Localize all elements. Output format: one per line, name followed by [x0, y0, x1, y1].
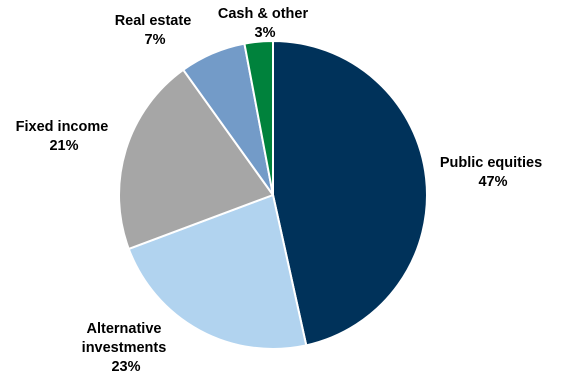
slice-label-fixed-income: Fixed income 21%: [16, 119, 113, 154]
slice-label-public-equities: Public equities 47%: [440, 155, 546, 190]
slice-label-cash-other: Cash & other 3%: [218, 6, 312, 41]
pie-slice-fixed-income: [118, 68, 274, 250]
pie-slice-alternative-investments: [127, 194, 308, 350]
slice-label-alternative-investments: Alternative investments 23%: [82, 321, 171, 374]
pie-slices: [118, 39, 428, 350]
pie-slice-public-equities: [272, 40, 428, 347]
slice-label-real-estate: Real estate 7%: [115, 13, 196, 48]
pie-slice-cash-other: [243, 39, 274, 196]
